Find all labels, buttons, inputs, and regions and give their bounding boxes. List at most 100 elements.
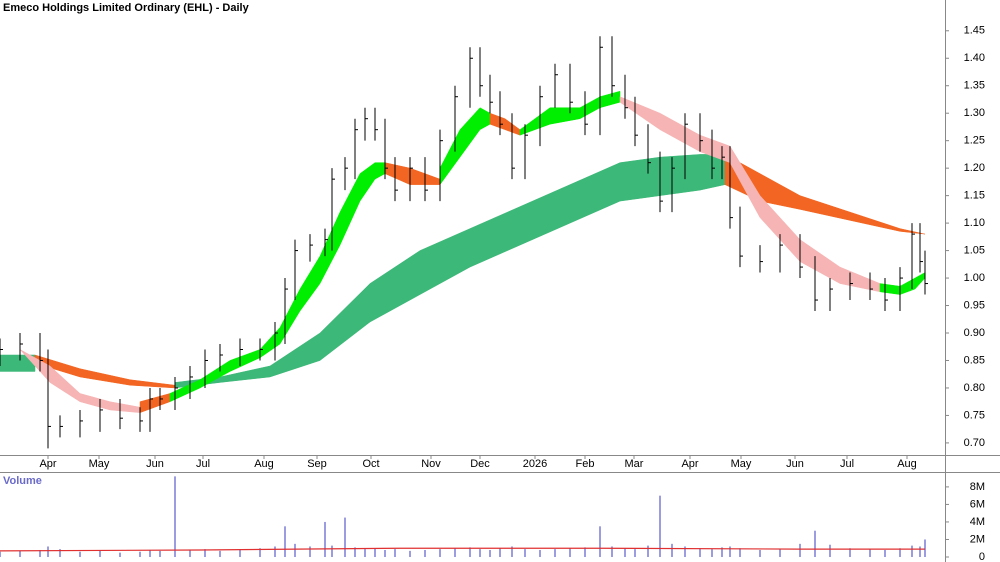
volume-bar bbox=[364, 549, 366, 557]
x-tick-label: Jul bbox=[196, 458, 210, 470]
volume-bar bbox=[554, 549, 556, 557]
volume-bar bbox=[829, 544, 831, 557]
x-tick-label: Jul bbox=[840, 458, 854, 470]
y-tick-label: 0.75 bbox=[964, 409, 985, 421]
volume-bar bbox=[384, 549, 386, 557]
volume-bar bbox=[424, 549, 426, 557]
volume-average bbox=[0, 547, 925, 552]
volume-bar bbox=[331, 545, 333, 557]
y-tick-label: 1.10 bbox=[964, 217, 985, 229]
volume-bar bbox=[884, 549, 886, 557]
volume-bar bbox=[739, 548, 741, 557]
volume-bar bbox=[584, 547, 586, 557]
volume-bar bbox=[219, 550, 221, 557]
volume-bar bbox=[814, 530, 816, 557]
y-tick-label: 6M bbox=[970, 498, 985, 510]
volume-bar bbox=[539, 549, 541, 557]
volume-bar bbox=[139, 551, 141, 557]
x-tick-label: Aug bbox=[897, 458, 917, 470]
volume-bar bbox=[919, 546, 921, 557]
x-tick-label: Nov bbox=[421, 458, 441, 470]
x-tick-label: Feb bbox=[576, 458, 595, 470]
volume-bar bbox=[624, 548, 626, 557]
y-tick-label: 1.40 bbox=[964, 52, 985, 64]
x-tick-label: Aug bbox=[254, 458, 274, 470]
volume-bar bbox=[284, 526, 286, 557]
volume-bar bbox=[671, 543, 673, 557]
y-tick-label: 0.85 bbox=[964, 354, 985, 366]
volume-bar bbox=[454, 548, 456, 557]
y-tick-label: 1.00 bbox=[964, 272, 985, 284]
volume-bar bbox=[911, 545, 913, 557]
volume-bar bbox=[149, 549, 151, 557]
volume-bar bbox=[511, 546, 513, 557]
y-tick-label: 1.20 bbox=[964, 162, 985, 174]
x-tick-label: Jun bbox=[146, 458, 164, 470]
volume-bar bbox=[899, 548, 901, 557]
volume-bar bbox=[119, 552, 121, 557]
volume-bar bbox=[699, 548, 701, 557]
volume-bar bbox=[684, 546, 686, 557]
volume-bar bbox=[779, 549, 781, 557]
x-tick-label: Apr bbox=[681, 458, 698, 470]
y-tick-label: 8M bbox=[970, 481, 985, 493]
y-tick-label: 2M bbox=[970, 533, 985, 545]
volume-bar bbox=[634, 549, 636, 557]
volume-bar bbox=[479, 549, 481, 557]
volume-title: Volume bbox=[3, 475, 42, 487]
y-tick-label: 0.90 bbox=[964, 327, 985, 339]
volume-bar bbox=[499, 548, 501, 557]
volume-bar bbox=[439, 549, 441, 557]
volume-bar bbox=[99, 550, 101, 557]
volume-bar bbox=[294, 543, 296, 557]
volume-bar bbox=[204, 549, 206, 557]
y-tick-label: 1.30 bbox=[964, 107, 985, 119]
volume-bar bbox=[869, 549, 871, 557]
volume-bar bbox=[39, 549, 41, 557]
volume-bar bbox=[59, 549, 61, 557]
x-tick-label: Jun bbox=[786, 458, 804, 470]
volume-bar bbox=[721, 547, 723, 557]
y-tick-label: 1.45 bbox=[964, 25, 985, 37]
y-tick-label: 0 bbox=[979, 551, 985, 562]
volume-bar bbox=[729, 546, 731, 557]
volume-bar bbox=[924, 539, 926, 557]
volume-bar bbox=[159, 550, 161, 557]
volume-bar bbox=[309, 546, 311, 557]
volume-bar bbox=[469, 547, 471, 557]
y-tick-label: 0.95 bbox=[964, 299, 985, 311]
volume-bar bbox=[374, 548, 376, 557]
x-tick-label: May bbox=[89, 458, 110, 470]
volume-bar bbox=[599, 526, 601, 557]
volume-bar bbox=[569, 548, 571, 557]
y-tick-label: 0.80 bbox=[964, 382, 985, 394]
x-tick-label: Sep bbox=[307, 458, 327, 470]
chart-title: Emeco Holdings Limited Ordinary (EHL) - … bbox=[3, 2, 250, 14]
volume-bar bbox=[189, 549, 191, 557]
x-tick-label: Apr bbox=[39, 458, 56, 470]
x-tick-label: 2026 bbox=[523, 458, 547, 470]
ma-band bbox=[0, 354, 36, 372]
volume-bar bbox=[274, 546, 276, 557]
y-tick-label: 4M bbox=[970, 516, 985, 528]
volume-bar bbox=[19, 550, 21, 557]
y-tick-label: 1.35 bbox=[964, 80, 985, 92]
volume-bar bbox=[409, 550, 411, 557]
volume-bar bbox=[489, 549, 491, 557]
volume-bar bbox=[611, 546, 613, 557]
volume-bar bbox=[174, 476, 176, 557]
volume-bar bbox=[0, 551, 1, 557]
volume-bar bbox=[354, 547, 356, 557]
y-tick-label: 1.25 bbox=[964, 135, 985, 147]
volume-bar bbox=[79, 551, 81, 557]
x-tick-label: Dec bbox=[470, 458, 490, 470]
volume-bar bbox=[647, 545, 649, 557]
volume-bar bbox=[324, 521, 326, 557]
y-tick-label: 1.15 bbox=[964, 190, 985, 202]
y-tick-label: 0.70 bbox=[964, 437, 985, 449]
volume-bar bbox=[799, 543, 801, 557]
volume-bar bbox=[259, 548, 261, 557]
volume-bar bbox=[711, 549, 713, 557]
y-tick-label: 1.05 bbox=[964, 244, 985, 256]
